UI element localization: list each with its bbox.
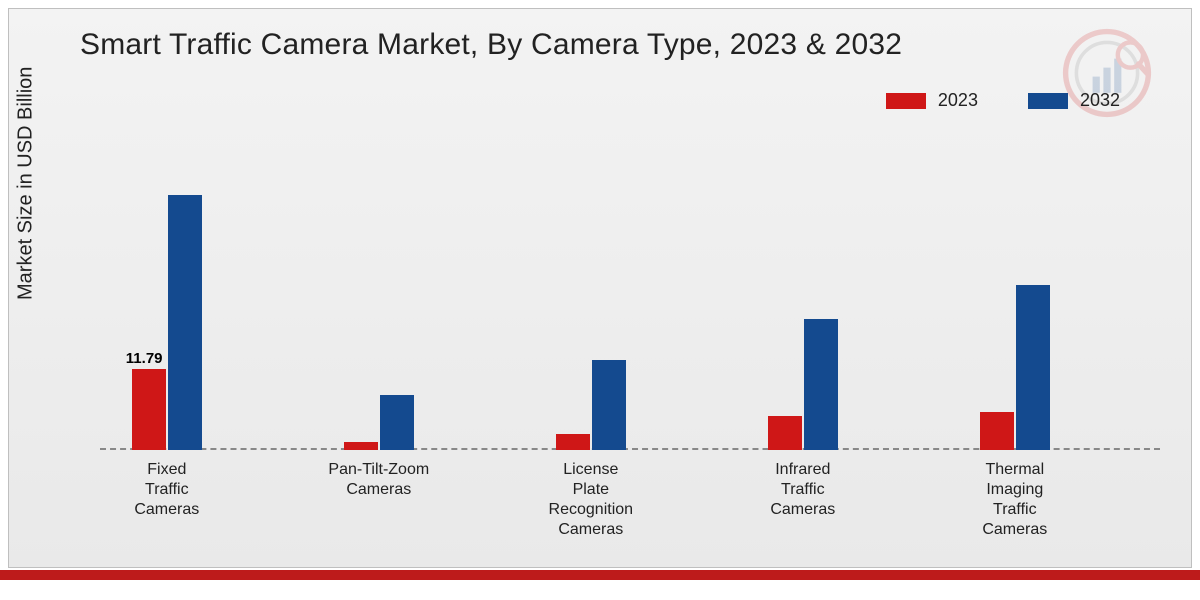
category-label: License Plate Recognition Cameras xyxy=(501,460,681,540)
legend-item-2032: 2032 xyxy=(1028,90,1120,111)
bar-2032 xyxy=(380,395,414,450)
bar-2023 xyxy=(980,412,1014,450)
bar-2023 xyxy=(556,434,590,450)
y-axis-label: Market Size in USD Billion xyxy=(15,67,38,300)
category-label: Infrared Traffic Cameras xyxy=(713,460,893,520)
bar-2032 xyxy=(592,360,626,450)
legend-item-2023: 2023 xyxy=(886,90,978,111)
bar-2023: 11.79 xyxy=(132,369,166,450)
plot-area: 11.79Fixed Traffic Cameras Pan-Tilt-Zoom … xyxy=(100,140,1160,450)
bar-group: 11.79Fixed Traffic Cameras xyxy=(132,195,202,450)
legend: 2023 2032 xyxy=(886,90,1120,111)
bar-2032 xyxy=(1016,285,1050,450)
legend-label-2023: 2023 xyxy=(938,90,978,111)
bar-2023 xyxy=(344,442,378,450)
bar-group: Pan-Tilt-Zoom Cameras xyxy=(344,395,414,450)
chart-title: Smart Traffic Camera Market, By Camera T… xyxy=(80,28,902,62)
bar-group: Thermal Imaging Traffic Cameras xyxy=(980,285,1050,450)
chart-canvas: Smart Traffic Camera Market, By Camera T… xyxy=(0,0,1200,600)
legend-swatch-2032 xyxy=(1028,93,1068,109)
bar-2032 xyxy=(168,195,202,450)
legend-label-2032: 2032 xyxy=(1080,90,1120,111)
bar-2032 xyxy=(804,319,838,450)
bar-2023 xyxy=(768,416,802,450)
bar-group: Infrared Traffic Cameras xyxy=(768,319,838,450)
bar-group: License Plate Recognition Cameras xyxy=(556,360,626,450)
category-label: Pan-Tilt-Zoom Cameras xyxy=(289,460,469,500)
footer-accent-bar xyxy=(0,570,1200,580)
category-label: Thermal Imaging Traffic Cameras xyxy=(925,460,1105,540)
category-label: Fixed Traffic Cameras xyxy=(77,460,257,520)
legend-swatch-2023 xyxy=(886,93,926,109)
bar-value-label: 11.79 xyxy=(126,350,160,367)
